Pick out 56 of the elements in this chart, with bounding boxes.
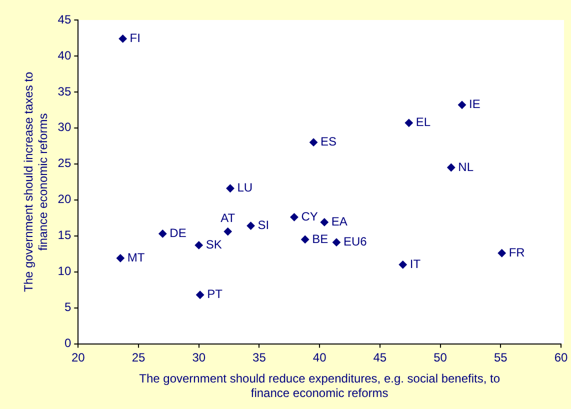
point — [246, 222, 255, 230]
x-axis-title: The government should reduce expenditures, e.g. social benefits, to finance economic reforms — [139, 372, 500, 400]
point — [116, 254, 124, 262]
x-tick-label: 30 — [192, 350, 206, 364]
annotation: PT — [207, 287, 224, 302]
annotation: AT — [220, 210, 236, 225]
annotation: ES — [320, 134, 337, 149]
y-axis-title: The government should increase taxes to finance economic reforms — [22, 72, 50, 292]
y-tick-label: 10 — [58, 264, 72, 278]
point — [404, 118, 413, 127]
y-tick-label: 20 — [58, 192, 72, 206]
point — [118, 34, 127, 43]
x-tick-label: 50 — [434, 350, 448, 364]
point — [498, 249, 506, 258]
y-tick-label: 35 — [58, 84, 72, 98]
annotation: CY — [301, 209, 318, 224]
point — [158, 230, 167, 238]
point — [458, 100, 466, 109]
point — [447, 164, 456, 172]
y-tick-label: 30 — [58, 120, 72, 134]
x-tick-label: 40 — [312, 350, 327, 364]
y-tick-label: 15 — [58, 228, 72, 242]
y-tick-label: 40 — [58, 48, 72, 62]
x-tick-label: 45 — [373, 350, 387, 364]
x-tick-label: 35 — [252, 350, 266, 364]
y-tick-label: 45 — [58, 12, 72, 26]
annotation: DE — [170, 226, 186, 240]
annotation: IE — [469, 97, 480, 112]
y-tick-label: 5 — [64, 300, 72, 314]
point — [332, 238, 340, 246]
point — [290, 213, 298, 222]
annotation: SI — [258, 218, 270, 232]
annotation: EA — [331, 214, 348, 229]
point — [224, 228, 232, 236]
point — [226, 184, 234, 192]
y-tick-label: 0 — [64, 336, 72, 350]
y-tick-label: 25 — [58, 156, 72, 170]
point — [310, 138, 318, 146]
point — [398, 260, 407, 269]
annotation: LU — [237, 180, 253, 195]
x-tick-label: 60 — [554, 350, 568, 364]
annotation: MT — [127, 250, 146, 264]
annotation: EL — [416, 115, 431, 130]
annotation: EU6 — [343, 234, 368, 249]
point — [320, 218, 328, 226]
annotation: BE — [312, 232, 328, 246]
annotation: FR — [508, 245, 526, 260]
point — [301, 235, 310, 244]
annotation: IT — [410, 256, 422, 271]
annotation: FI — [130, 31, 140, 46]
point — [194, 241, 203, 250]
point — [196, 290, 204, 299]
annotation: SK — [206, 238, 222, 252]
x-tick-label: 25 — [132, 350, 146, 364]
x-tick-label: 55 — [494, 350, 508, 364]
annotation: NL — [458, 160, 474, 174]
